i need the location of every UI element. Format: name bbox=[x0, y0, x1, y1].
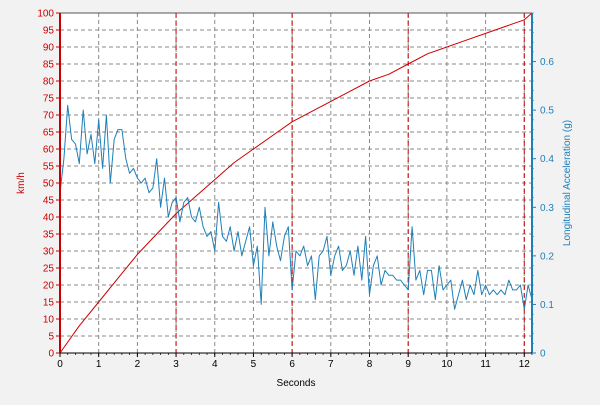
y-left-tick-label: 95 bbox=[43, 26, 55, 37]
y-right-tick-label: 0.3 bbox=[540, 203, 554, 214]
y-left-tick-label: 15 bbox=[43, 298, 55, 309]
y-right-axis-label: Longitudinal Acceleration (g) bbox=[562, 120, 573, 246]
y-left-tick-label: 5 bbox=[48, 332, 54, 343]
y-left-tick-label: 85 bbox=[43, 60, 55, 71]
x-tick-label: 4 bbox=[212, 359, 218, 370]
y-left-tick-label: 50 bbox=[43, 179, 55, 190]
x-tick-label: 6 bbox=[289, 359, 295, 370]
y-left-tick-label: 10 bbox=[43, 315, 55, 326]
y-left-tick-label: 70 bbox=[43, 111, 55, 122]
axes: 0 1 2 3 4 5 6 7 8 9 10 11 12051015202530354045505560… bbox=[37, 9, 554, 371]
y-left-tick-label: 90 bbox=[43, 43, 55, 54]
x-tick-label: 8 bbox=[367, 359, 373, 370]
series bbox=[59, 12, 533, 354]
y-left-tick-label: 0 bbox=[48, 349, 54, 360]
x-tick-label: 2 bbox=[135, 359, 141, 370]
y-right-tick-label: 0.4 bbox=[540, 154, 554, 165]
x-tick-label: 10 bbox=[441, 359, 453, 370]
y-left-tick-label: 60 bbox=[43, 145, 55, 156]
y-left-tick-label: 100 bbox=[37, 9, 54, 20]
y-right-tick-label: 0 bbox=[540, 349, 546, 360]
x-tick-label: 5 bbox=[251, 359, 257, 370]
y-left-axis-label: km/h bbox=[16, 172, 27, 194]
x-tick-label: 3 bbox=[173, 359, 179, 370]
y-left-tick-label: 35 bbox=[43, 230, 55, 241]
x-tick-label: 9 bbox=[405, 359, 411, 370]
acceleration-series-line bbox=[59, 104, 533, 310]
y-right-tick-label: 0.5 bbox=[540, 106, 554, 117]
y-right-tick-label: 0.6 bbox=[540, 57, 554, 68]
y-left-tick-label: 30 bbox=[43, 247, 55, 258]
y-left-tick-label: 80 bbox=[43, 77, 55, 88]
speed-series-line bbox=[59, 12, 533, 354]
y-left-tick-label: 55 bbox=[43, 162, 55, 173]
x-tick-label: 12 bbox=[519, 359, 531, 370]
y-left-tick-label: 25 bbox=[43, 264, 55, 275]
y-left-tick-label: 65 bbox=[43, 128, 55, 139]
y-left-tick-label: 40 bbox=[43, 213, 55, 224]
y-right-tick-label: 0.2 bbox=[540, 251, 554, 262]
time-markers bbox=[175, 13, 525, 353]
y-left-tick-label: 20 bbox=[43, 281, 55, 292]
y-right-tick-label: 0.1 bbox=[540, 300, 554, 311]
x-axis-label: Seconds bbox=[277, 378, 316, 389]
x-tick-label: 11 bbox=[480, 359, 491, 370]
x-tick-label: 1 bbox=[96, 359, 102, 370]
x-tick-label: 0 bbox=[57, 359, 63, 370]
y-left-tick-label: 45 bbox=[43, 196, 55, 207]
y-left-tick-label: 75 bbox=[43, 94, 55, 105]
x-tick-label: 7 bbox=[328, 359, 334, 370]
